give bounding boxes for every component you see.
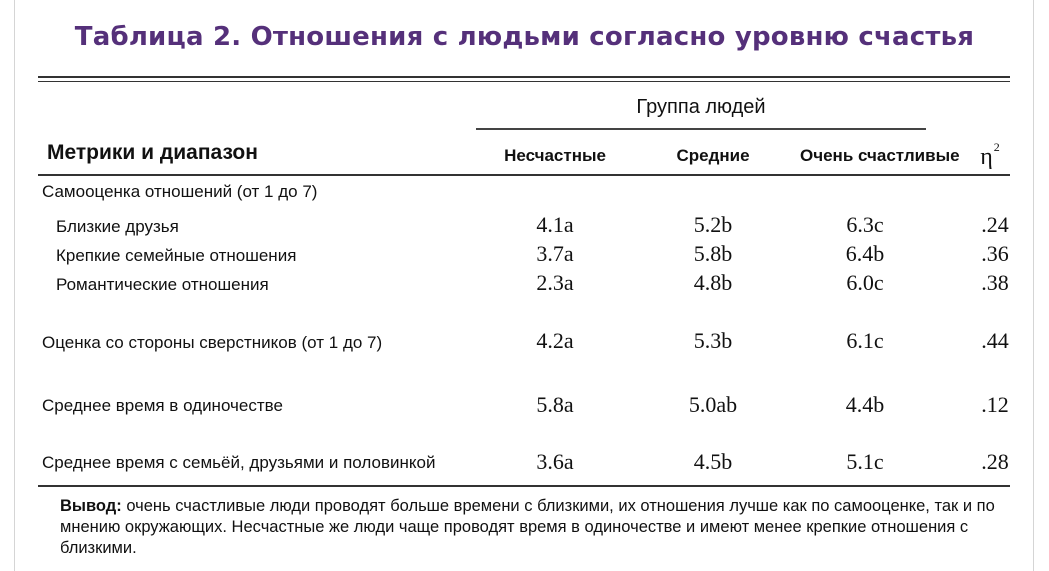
top-rule — [38, 76, 1010, 78]
group-label: Группа людей — [636, 96, 766, 118]
section-label: Самооценка отношений (от 1 до 7) — [42, 182, 318, 201]
metric-column-header: Метрики и диапазон — [47, 141, 258, 164]
cell-value: 5.8b — [693, 241, 733, 266]
column-header-unhappy: Несчастные — [504, 146, 606, 165]
conclusion-text: очень счастливые люди проводят больше вр… — [60, 497, 995, 557]
cell-value: 4.2a — [536, 328, 574, 353]
cell-value: 5.8a — [536, 392, 574, 417]
cell-value: .38 — [981, 270, 1009, 295]
row-label: Романтические отношения — [56, 275, 269, 294]
cell-value: 5.3b — [693, 328, 733, 353]
cell-value: .36 — [981, 241, 1009, 266]
cell-value: 6.0c — [846, 270, 884, 295]
cell-value: .12 — [981, 392, 1009, 417]
cell-value: 6.1c — [846, 328, 884, 353]
bottom-rule — [38, 485, 1010, 487]
column-header-average: Средние — [676, 146, 750, 165]
cell-value: 5.2b — [693, 212, 733, 237]
cell-value: .44 — [981, 328, 1009, 353]
eta-symbol: η — [980, 144, 993, 170]
top-rule-thin — [38, 81, 1010, 82]
cell-value: 4.5b — [693, 449, 733, 474]
column-header-very-happy: Очень счастливые — [800, 146, 960, 165]
row-label: Близкие друзья — [56, 217, 179, 236]
row-label: Оценка со стороны сверстников (от 1 до 7… — [42, 333, 383, 352]
cell-value: 6.3c — [846, 212, 884, 237]
row-label: Крепкие семейные отношения — [56, 246, 297, 265]
cell-value: 2.3a — [536, 270, 574, 295]
group-rule — [476, 128, 926, 130]
cell-value: 4.1a — [536, 212, 574, 237]
header-rule — [38, 174, 1010, 176]
cell-value: 6.4b — [845, 241, 885, 266]
eta-power: 2 — [993, 140, 1000, 154]
cell-value: .28 — [981, 449, 1009, 474]
table-title: Таблица 2. Отношения с людьми согласно у… — [74, 22, 975, 52]
table-frame — [14, 0, 1034, 571]
row-label: Среднее время с семьёй, друзьями и полов… — [42, 453, 436, 472]
eta-squared-header: η2 — [970, 140, 1010, 171]
cell-value: 5.0ab — [688, 392, 738, 417]
cell-value: .24 — [981, 212, 1009, 237]
cell-value: 3.7a — [536, 241, 574, 266]
row-label: Среднее время в одиночестве — [42, 396, 283, 415]
cell-value: 5.1c — [846, 449, 884, 474]
cell-value: 4.4b — [845, 392, 885, 417]
cell-value: 4.8b — [693, 270, 733, 295]
conclusion-lead: Вывод: — [60, 497, 122, 515]
conclusion-note: Вывод: очень счастливые люди проводят бо… — [60, 496, 1010, 559]
cell-value: 3.6a — [536, 449, 574, 474]
